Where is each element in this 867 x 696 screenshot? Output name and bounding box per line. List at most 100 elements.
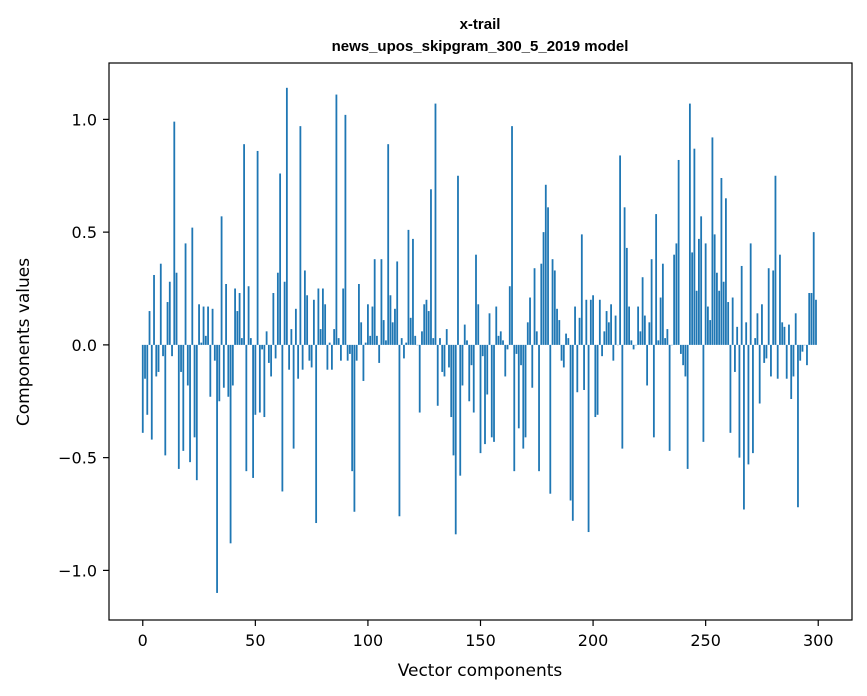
bar	[159, 263, 162, 345]
bar	[605, 311, 608, 345]
bar	[594, 344, 597, 418]
bar	[364, 342, 367, 345]
bar	[776, 344, 779, 379]
bar	[155, 344, 158, 377]
bar	[457, 175, 459, 345]
bar	[200, 342, 203, 345]
bar	[558, 320, 561, 345]
bar	[756, 313, 759, 345]
bar	[303, 270, 306, 345]
bar	[580, 234, 583, 345]
y-tick-label: −1.0	[58, 561, 97, 580]
bar	[177, 344, 180, 469]
bar	[511, 126, 513, 345]
bar	[646, 344, 649, 386]
y-tick-label: −0.5	[58, 449, 97, 468]
bar	[396, 261, 399, 345]
bar	[321, 288, 324, 345]
bar	[596, 344, 599, 415]
bar	[529, 297, 531, 345]
bar	[792, 344, 795, 377]
bar	[391, 322, 394, 345]
bar	[614, 315, 617, 345]
plot-area-frame	[108, 62, 853, 621]
bar	[630, 340, 633, 345]
bar	[720, 178, 723, 345]
bar	[542, 232, 545, 345]
bar	[632, 344, 635, 350]
x-axis-label: Vector components	[398, 661, 563, 681]
bar	[774, 175, 777, 345]
bar	[758, 344, 761, 404]
bar	[227, 344, 230, 397]
bar	[553, 270, 556, 345]
bar	[583, 344, 585, 390]
y-axis-label: Components values	[14, 258, 34, 426]
bar	[738, 344, 741, 458]
bar	[272, 293, 275, 345]
bar	[664, 338, 667, 345]
bar	[587, 344, 590, 533]
y-tick-label: 0.0	[72, 336, 97, 355]
bar	[718, 290, 721, 345]
bar	[484, 344, 486, 445]
bar	[770, 344, 772, 377]
bar	[204, 335, 207, 345]
bar	[373, 259, 376, 345]
bar	[168, 281, 171, 345]
bar	[565, 333, 567, 345]
bar	[274, 344, 277, 359]
bar	[189, 344, 191, 463]
bar	[707, 306, 709, 345]
bar	[324, 304, 327, 345]
bar	[222, 344, 225, 388]
bar	[517, 344, 520, 429]
bar	[358, 284, 360, 345]
bar	[790, 344, 793, 399]
bar	[637, 306, 640, 345]
bar	[713, 234, 716, 345]
bar	[623, 207, 626, 345]
bar	[520, 344, 522, 366]
bar	[421, 331, 423, 345]
bar	[477, 304, 480, 345]
bar	[193, 344, 196, 438]
bar	[454, 344, 457, 535]
bar	[589, 299, 592, 345]
bar	[675, 243, 678, 345]
bar	[211, 308, 214, 345]
bar	[779, 254, 781, 345]
bar	[164, 344, 167, 456]
bar	[312, 299, 315, 345]
bar	[229, 344, 232, 544]
bar	[533, 268, 536, 345]
bar	[231, 344, 234, 386]
bar	[276, 272, 279, 345]
bar	[400, 338, 403, 345]
bar	[734, 344, 736, 372]
bar	[207, 306, 209, 345]
bar	[502, 340, 504, 345]
bar	[157, 344, 160, 372]
bar	[659, 297, 662, 345]
bar	[385, 340, 387, 345]
bar	[806, 344, 808, 366]
bar	[166, 302, 169, 345]
bar	[448, 344, 450, 368]
bar	[328, 342, 331, 345]
bar	[360, 322, 363, 345]
bar	[387, 144, 390, 345]
bar	[394, 308, 396, 345]
bar	[470, 344, 473, 366]
bar	[344, 114, 347, 345]
bar	[526, 322, 529, 345]
bar	[655, 214, 658, 345]
bar	[781, 322, 784, 345]
bar	[736, 326, 739, 345]
bar	[209, 344, 212, 397]
bar	[709, 320, 712, 345]
bar	[810, 293, 813, 345]
bar	[299, 126, 302, 345]
bar	[765, 344, 768, 359]
bar	[515, 344, 518, 354]
